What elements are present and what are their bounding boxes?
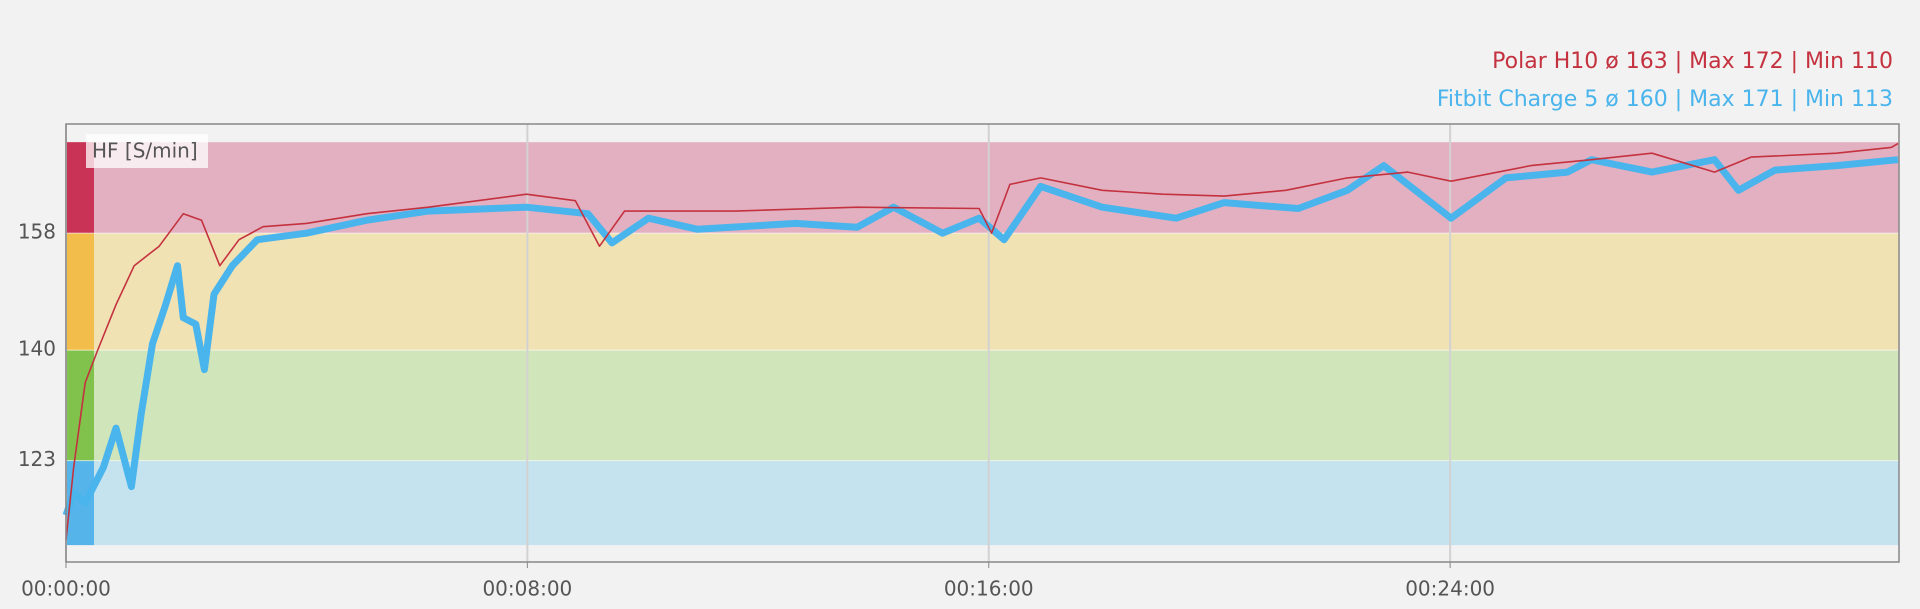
x-tick-label: 00:24:00 bbox=[1405, 577, 1495, 601]
y-axis-label: HF [S/min] bbox=[92, 139, 198, 163]
y-tick-label: 158 bbox=[18, 220, 56, 244]
legend-entry: Fitbit Charge 5 ø 160 | Max 171 | Min 11… bbox=[1437, 87, 1893, 112]
y-tick-label: 123 bbox=[18, 447, 56, 471]
y-tick-label: 140 bbox=[18, 337, 56, 361]
zone-strip bbox=[66, 233, 94, 351]
legend-entry: Polar H10 ø 163 | Max 172 | Min 110 bbox=[1492, 49, 1893, 74]
series-line bbox=[65, 142, 1899, 540]
zone-band bbox=[66, 460, 1899, 546]
plot-frame bbox=[65, 123, 1900, 563]
y-label-box bbox=[86, 134, 208, 168]
x-tick-label: 00:00:00 bbox=[21, 577, 111, 601]
zone-band bbox=[66, 350, 1899, 461]
zone-band bbox=[66, 233, 1899, 351]
series-line bbox=[62, 156, 1899, 517]
x-tick-label: 00:16:00 bbox=[944, 577, 1034, 601]
zone-strip bbox=[66, 350, 94, 461]
x-tick-label: 00:08:00 bbox=[482, 577, 572, 601]
